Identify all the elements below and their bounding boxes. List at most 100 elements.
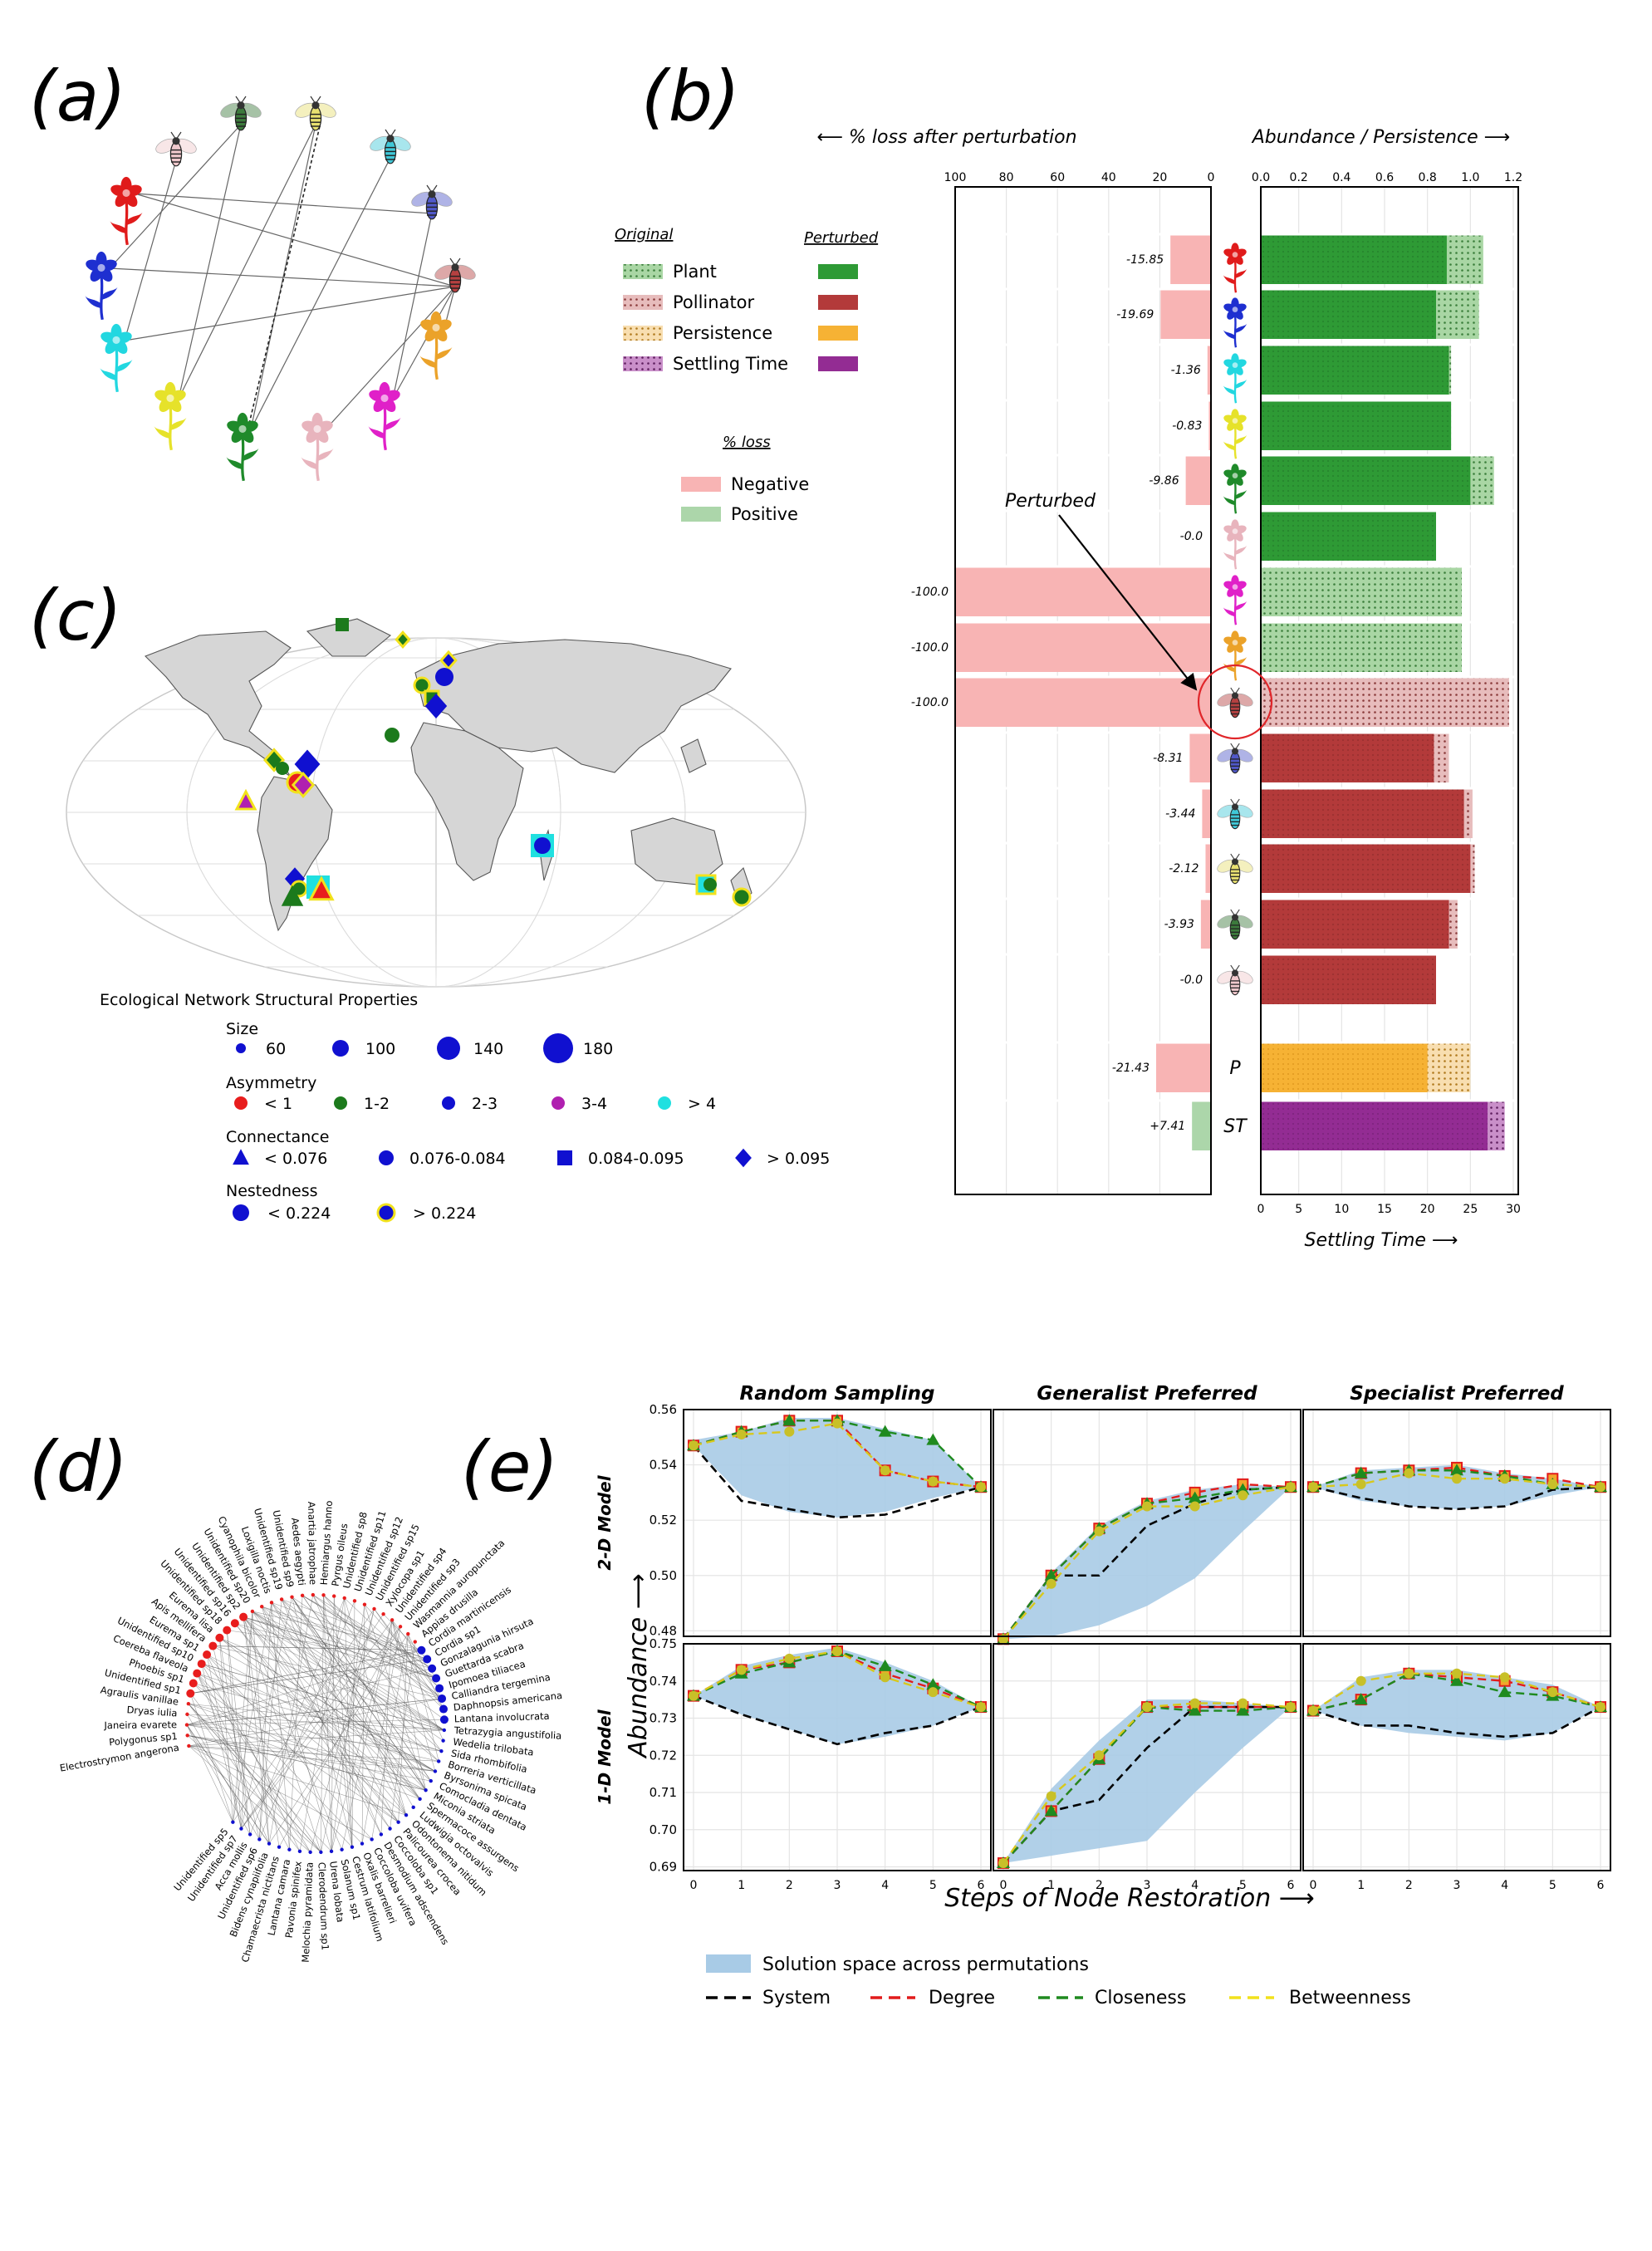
legend-original-swatch: [623, 264, 663, 279]
network-edge: [219, 1637, 436, 1772]
network-edge: [380, 1620, 393, 1835]
abundance-perturbed-bar: [1261, 733, 1434, 782]
betweenness-point: [880, 1465, 890, 1476]
network-edge: [243, 1616, 433, 1670]
legend-label-negative: Negative: [731, 474, 809, 494]
closeness-point: [1044, 1804, 1058, 1817]
betweenness-point: [880, 1672, 890, 1683]
bottom-tick-label: 25: [1463, 1203, 1478, 1216]
legend-perturbed-swatch: [818, 326, 858, 341]
betweenness-point: [1547, 1479, 1558, 1489]
network-edge: [281, 1599, 382, 1835]
network-edge: [252, 1611, 422, 1651]
legend-nest-label: < 0.224: [267, 1204, 331, 1223]
loss-value-label: -9.86: [1149, 474, 1179, 488]
betweenness-point: [736, 1429, 747, 1439]
pollinator-node: [300, 1593, 305, 1598]
subplot-frame: [1302, 1643, 1611, 1871]
left-tick-label: 60: [1050, 171, 1065, 184]
right-axis-title: Abundance / Persistence ⟶: [1251, 127, 1510, 148]
network-edge: [252, 1611, 390, 1829]
abundance-original-bar: [1261, 622, 1462, 672]
right-tick-label: 0.4: [1332, 171, 1351, 184]
flower-icon: [226, 412, 259, 482]
network-edge: [234, 1623, 399, 1822]
network-edge: [301, 1595, 431, 1782]
species-label: Janeira evarete: [103, 1719, 177, 1731]
network-edge: [206, 1654, 242, 1829]
legend-nest-marker: [376, 1203, 396, 1223]
legend-item-label: Persistence: [673, 323, 772, 343]
legend-loss-header: % loss: [723, 434, 771, 451]
pollinator-node: [203, 1650, 212, 1660]
y-tick-label: 0.73: [650, 1711, 677, 1726]
legend-nest-marker: [233, 1204, 249, 1221]
left-tick-label: 20: [1152, 171, 1167, 184]
legend-size-label: 140: [473, 1040, 503, 1058]
network-edge: [187, 1719, 444, 1725]
solution-space-band: [1313, 1670, 1601, 1741]
legend-original-swatch: [623, 356, 663, 371]
network-marker: [308, 875, 335, 901]
legend-asym-label: > 4: [688, 1095, 716, 1113]
flower-icon: [1223, 297, 1248, 348]
closeness-point: [1188, 1491, 1202, 1503]
flower-icon: [368, 381, 401, 451]
bottom-tick-label: 30: [1506, 1203, 1521, 1216]
betweenness-point: [1286, 1702, 1296, 1713]
network-edge: [234, 1622, 437, 1679]
panel-a-network: [85, 96, 476, 482]
plant-node: [231, 1820, 235, 1824]
column-title: Random Sampling: [740, 1383, 935, 1405]
network-edge: [250, 124, 316, 430]
plant-node: [418, 1797, 422, 1802]
pollinator-node: [189, 1679, 198, 1688]
betweenness-point: [976, 1482, 986, 1493]
pollinator-node: [250, 1609, 255, 1614]
network-edge: [312, 1594, 407, 1816]
abundance-perturbed-bar: [1261, 899, 1449, 949]
bottom-tick-label: 0: [1257, 1203, 1265, 1216]
betweenness-point: [1238, 1698, 1248, 1709]
network-edge: [374, 1608, 443, 1699]
flower-icon: [110, 176, 143, 246]
closeness-point: [1044, 1568, 1058, 1581]
network-marker: [435, 668, 453, 686]
betweenness-point: [1499, 1672, 1510, 1683]
panel-b-legend: Original Perturbed Plant Pollinator Persis…: [615, 226, 879, 524]
bee-icon: [1217, 964, 1253, 996]
legend-nest-label: > 0.224: [413, 1204, 476, 1223]
network-marker: [534, 837, 551, 854]
legend-betweenness-label: Betweenness: [1289, 1988, 1411, 2008]
loss-value-label: +7.41: [1150, 1120, 1185, 1133]
x-tick-label: 1: [738, 1879, 745, 1892]
network-marker: [276, 762, 289, 775]
plant-node: [417, 1645, 426, 1655]
legend-conn-label: > 0.095: [767, 1150, 830, 1168]
network-marker: [234, 788, 257, 811]
pollinator-node: [260, 1604, 264, 1609]
perturbed-arrow: [1058, 514, 1198, 691]
x-tick-label: 0: [1000, 1879, 1007, 1892]
network-edge: [243, 1616, 342, 1850]
network-edge: [243, 1616, 270, 1844]
betweenness-point: [1452, 1668, 1462, 1679]
legend-asym-marker: [334, 1096, 347, 1110]
bee-icon: [1217, 909, 1253, 940]
betweenness-point: [1452, 1474, 1462, 1484]
loss-value-label: -3.93: [1164, 918, 1194, 931]
bee-icon: [370, 129, 411, 164]
panel-e-restoration-charts: Abundance ⟶ Steps of Node Restoration ⟶ …: [595, 1383, 1611, 2008]
panel-label-d: (d): [29, 1426, 128, 1508]
bee-icon: [434, 257, 476, 293]
betweenness-point: [1046, 1791, 1056, 1802]
plant-node: [388, 1827, 392, 1831]
betweenness-point: [1189, 1501, 1200, 1512]
abundance-original-bar: [1261, 566, 1462, 616]
network-marker: [281, 885, 304, 906]
betweenness-point: [1189, 1698, 1200, 1709]
network-edge: [201, 1663, 399, 1822]
solution-space-band: [1003, 1484, 1291, 1640]
network-edge: [188, 1703, 439, 1762]
network-edge: [271, 1602, 420, 1800]
